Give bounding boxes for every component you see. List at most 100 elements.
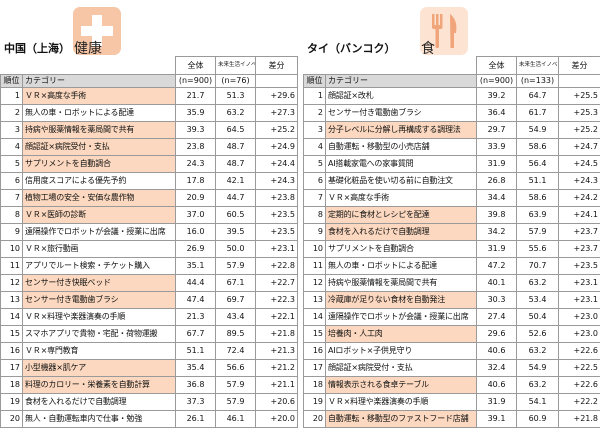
- diff-value-cell: +25.3: [559, 105, 600, 122]
- diff-value-cell: +22.5: [559, 360, 600, 377]
- rank-cell: 2: [1, 105, 23, 122]
- innovator-value-cell: 57.9: [517, 224, 559, 241]
- total-value-cell: 21.3: [176, 309, 216, 326]
- innovator-value-cell: 67.1: [216, 275, 256, 292]
- total-value-cell: 23.8: [176, 139, 216, 156]
- rank-cell: 7: [1, 190, 23, 207]
- innovator-value-cell: 54.9: [517, 122, 559, 139]
- innovator-value-cell: 64.7: [517, 88, 559, 105]
- innovator-value-cell: 57.9: [216, 394, 256, 411]
- diff-value-cell: +23.5: [256, 224, 298, 241]
- category-cell: 培養肉・人工肉: [326, 326, 477, 343]
- category-cell: サプリメントを自動調合: [23, 156, 176, 173]
- total-value-cell: 33.9: [477, 139, 517, 156]
- total-value-cell: 27.4: [477, 309, 517, 326]
- col-header-innovator: 未来生活イノベーター: [517, 57, 559, 75]
- category-cell: ＶＲ×医師の診断: [23, 207, 176, 224]
- category-cell: AIロボット×子供見守り: [326, 343, 477, 360]
- diff-value-cell: +23.1: [559, 292, 600, 309]
- total-value-cell: 29.7: [477, 122, 517, 139]
- left-panel: 中国（上海） 健康 全体 未来生活イノベーター 差分 順位 カテゴリー (n=9…: [0, 0, 297, 422]
- category-cell: 顔認証×病院受付・支払: [326, 360, 477, 377]
- innovator-value-cell: 58.6: [517, 139, 559, 156]
- category-cell: センサー付き電動歯ブラシ: [23, 292, 176, 309]
- rank-cell: 4: [1, 139, 23, 156]
- rank-cell: 10: [304, 241, 326, 258]
- innovator-value-cell: 63.2: [517, 275, 559, 292]
- total-value-cell: 44.4: [176, 275, 216, 292]
- sample-size-innovator: (n=133): [517, 75, 559, 88]
- total-value-cell: 20.9: [176, 190, 216, 207]
- category-cell: ＶＲ×高度な手術: [23, 88, 176, 105]
- total-value-cell: 31.9: [477, 394, 517, 411]
- total-value-cell: 37.0: [176, 207, 216, 224]
- col-header-diff: 差分: [256, 57, 298, 75]
- innovator-value-cell: 53.4: [517, 292, 559, 309]
- category-cell: アプリでルート検索・チケット購入: [23, 258, 176, 275]
- category-cell: 基礎化粧品を使い切る前に自動注文: [326, 173, 477, 190]
- category-cell: ＶＲ×料理や楽器演奏の手順: [326, 394, 477, 411]
- innovator-value-cell: 64.5: [216, 122, 256, 139]
- rank-cell: 20: [304, 411, 326, 428]
- topic-label: 健康: [74, 38, 102, 58]
- rank-cell: 10: [1, 241, 23, 258]
- total-value-cell: 51.1: [176, 343, 216, 360]
- diff-value-cell: +25.2: [256, 122, 298, 139]
- category-cell: 情報表示される食卓テーブル: [326, 377, 477, 394]
- total-value-cell: 47.4: [176, 292, 216, 309]
- diff-value-cell: +21.8: [256, 326, 298, 343]
- innovator-value-cell: 56.4: [517, 156, 559, 173]
- innovator-value-cell: 51.1: [517, 173, 559, 190]
- region-title: タイ（バンコク）: [307, 40, 396, 56]
- rank-cell: 15: [304, 326, 326, 343]
- category-cell: 持病や服薬情報を薬局間で共有: [23, 122, 176, 139]
- total-value-cell: 39.3: [176, 122, 216, 139]
- innovator-value-cell: 72.4: [216, 343, 256, 360]
- ranking-table: 全体 未来生活イノベーター 差分 順位 カテゴリー (n=900) (n=76)…: [0, 56, 298, 428]
- diff-value-cell: +23.0: [559, 309, 600, 326]
- innovator-value-cell: 44.7: [216, 190, 256, 207]
- header-spacer: [304, 57, 477, 75]
- diff-value-cell: +23.5: [559, 258, 600, 275]
- innovator-value-cell: 50.0: [216, 241, 256, 258]
- diff-value-cell: +20.0: [256, 411, 298, 428]
- category-cell: 遠隔操作でロボットが会議・授業に出席: [326, 309, 477, 326]
- total-value-cell: 39.1: [477, 411, 517, 428]
- diff-value-cell: +21.1: [256, 377, 298, 394]
- rank-cell: 19: [304, 394, 326, 411]
- sample-size-total: (n=900): [477, 75, 517, 88]
- rank-cell: 3: [1, 122, 23, 139]
- innovator-value-cell: 50.4: [517, 309, 559, 326]
- topic-label: 食: [421, 38, 435, 58]
- total-value-cell: 47.2: [477, 258, 517, 275]
- sample-size-innovator: (n=76): [216, 75, 256, 88]
- category-cell: 無人・自動運転車内で仕事・勉強: [23, 411, 176, 428]
- rank-cell: 13: [1, 292, 23, 309]
- rank-cell: 4: [304, 139, 326, 156]
- innovator-value-cell: 48.7: [216, 139, 256, 156]
